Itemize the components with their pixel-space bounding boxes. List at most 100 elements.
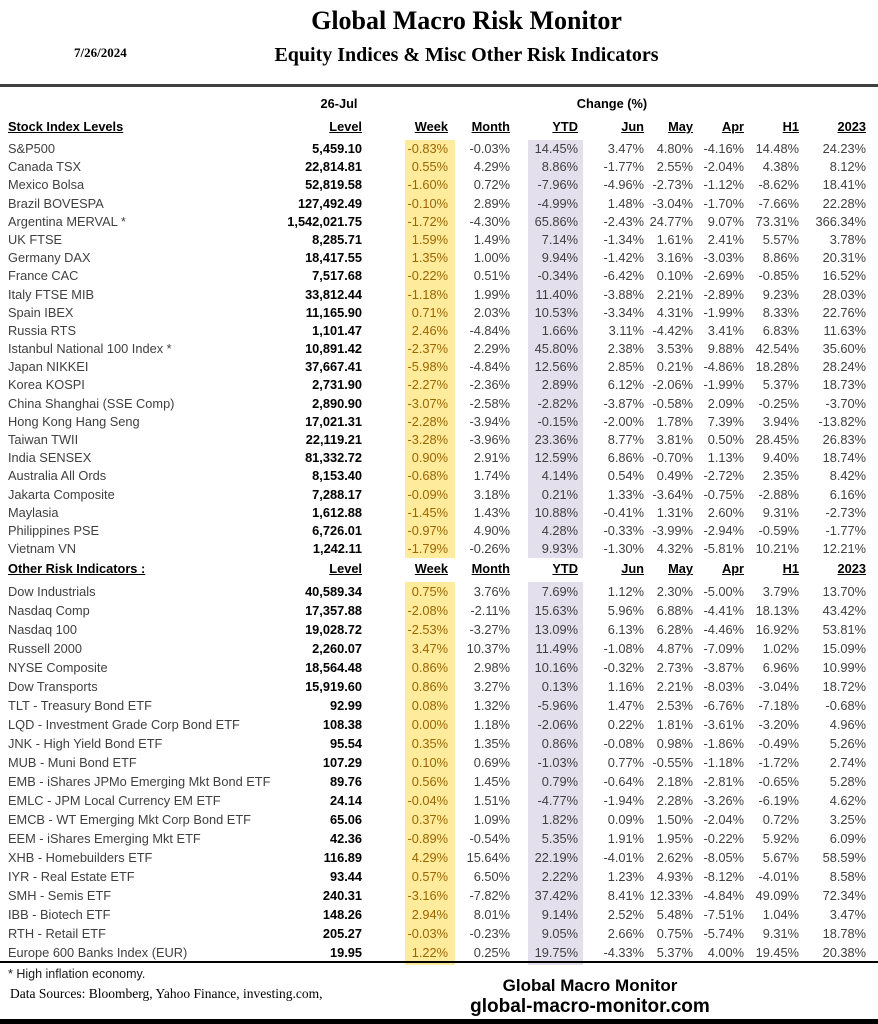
month-change: 4.90%	[473, 522, 510, 538]
week-change: 2.94%	[405, 905, 455, 925]
apr-change: -5.81%	[703, 541, 744, 557]
week-change: -0.04%	[405, 791, 455, 811]
may-change: -0.58%	[652, 395, 693, 411]
may-change: 4.87%	[656, 641, 693, 657]
y2023-change: 35.60%	[822, 341, 866, 357]
h1-change: -1.72%	[758, 755, 799, 771]
week-change: -1.72%	[405, 212, 455, 231]
month-change: 2.91%	[473, 450, 510, 466]
table-row: Hong Kong Hang Seng 17,021.31 -2.28% -3.94%…	[0, 412, 878, 431]
index-name: EMB - iShares JPMo Emerging Mkt Bond ETF	[8, 774, 271, 790]
index-name: TLT - Treasury Bond ETF	[8, 698, 152, 714]
table-prehead-row: 26-Jul Change (%)	[0, 92, 878, 116]
column-header-2023: 2023	[837, 561, 866, 577]
month-change: 8.01%	[473, 907, 510, 923]
column-header-level: Level	[329, 561, 362, 577]
h1-change: -3.04%	[758, 679, 799, 695]
ytd-change: -0.15%	[528, 412, 583, 431]
ytd-change: -7.96%	[528, 176, 583, 195]
index-name: EEM - iShares Emerging Mkt ETF	[8, 831, 201, 847]
ytd-change: 4.28%	[528, 521, 583, 541]
brand-block: Global Macro Monitor global-macro-monito…	[440, 976, 740, 1018]
index-name: S&P500	[8, 141, 55, 156]
may-change: 2.28%	[656, 793, 693, 809]
table-row: S&P500 5,459.10 -0.83% -0.03% 14.45% 3.47% 4.8…	[0, 140, 878, 159]
week-change: 0.57%	[405, 867, 455, 887]
level-value: 1,542,021.75	[287, 213, 362, 229]
may-change: 4.31%	[656, 304, 693, 320]
week-change: 1.35%	[405, 249, 455, 268]
week-change: -1.18%	[405, 285, 455, 304]
level-value: 65.06	[329, 812, 362, 828]
column-header-may: May	[668, 561, 693, 577]
week-change: -0.09%	[405, 485, 455, 504]
y2023-change: 22.28%	[822, 195, 866, 211]
may-change: 0.98%	[656, 736, 693, 752]
apr-change: -8.03%	[703, 679, 744, 695]
level-value: 19,028.72	[305, 622, 362, 638]
apr-change: 2.09%	[707, 395, 744, 411]
level-value: 95.54	[329, 736, 362, 752]
ytd-change: 0.86%	[528, 734, 583, 754]
jun-change: 0.22%	[607, 717, 644, 733]
week-change: -1.45%	[405, 503, 455, 522]
level-date-header: 26-Jul	[320, 96, 358, 111]
level-value: 40,589.34	[305, 584, 362, 600]
table-row: India SENSEX 81,332.72 0.90% 2.91% 12.59% 6.8…	[0, 449, 878, 468]
level-value: 8,285.71	[312, 231, 362, 247]
level-value: 240.31	[322, 888, 362, 904]
may-change: 2.55%	[656, 159, 693, 175]
may-change: 1.81%	[656, 717, 693, 733]
table-row: Spain IBEX 11,165.90 0.71% 2.03% 10.53% -3.34…	[0, 303, 878, 322]
jun-change: 1.16%	[607, 679, 644, 695]
month-change: -4.84%	[469, 322, 510, 338]
jun-change: 1.12%	[607, 584, 644, 600]
index-name: RTH - Retail ETF	[8, 926, 106, 942]
index-name: EMLC - JPM Local Currency EM ETF	[8, 793, 221, 809]
week-change: 0.00%	[405, 715, 455, 735]
column-header-level: Level	[329, 119, 362, 134]
week-change: -2.37%	[405, 340, 455, 359]
h1-change: -6.19%	[758, 793, 799, 809]
ytd-change: 8.86%	[528, 158, 583, 177]
table-row: NYSE Composite 18,564.48 0.86% 2.98% 10.16% -…	[0, 658, 878, 678]
data-sources: Data Sources: Bloomberg, Yahoo Finance, …	[10, 986, 323, 1001]
may-change: 3.53%	[656, 341, 693, 357]
jun-change: 1.91%	[607, 831, 644, 847]
y2023-change: 366.34%	[815, 213, 866, 229]
y2023-change: 12.21%	[822, 541, 866, 557]
may-change: 2.18%	[656, 774, 693, 790]
ytd-change: 14.45%	[528, 140, 583, 159]
month-change: 1.18%	[473, 717, 510, 733]
week-change: 0.71%	[405, 303, 455, 322]
month-change: 3.27%	[473, 679, 510, 695]
jun-change: 5.96%	[607, 603, 644, 619]
table-row: China Shanghai (SSE Comp) 2,890.90 -3.07% -…	[0, 394, 878, 413]
y2023-change: 11.63%	[823, 322, 866, 338]
apr-change: 1.13%	[707, 450, 744, 466]
index-name: Canada TSX	[8, 159, 82, 175]
may-change: -4.42%	[652, 322, 693, 338]
ytd-change: 2.22%	[528, 867, 583, 887]
ytd-change: 11.49%	[528, 639, 583, 659]
apr-change: -2.04%	[703, 812, 744, 828]
ytd-change: 0.21%	[528, 485, 583, 504]
h1-change: 6.96%	[762, 660, 799, 676]
ytd-change: 2.89%	[528, 376, 583, 395]
may-change: -2.73%	[652, 177, 693, 193]
apr-change: -1.70%	[703, 195, 744, 211]
may-change: -3.99%	[652, 522, 693, 538]
apr-change: -7.09%	[703, 641, 744, 657]
month-change: 1.49%	[473, 231, 510, 247]
apr-change: -2.94%	[703, 522, 744, 538]
jun-change: -3.88%	[603, 286, 644, 302]
y2023-change: 2.74%	[829, 755, 866, 771]
week-change: -0.22%	[405, 267, 455, 286]
apr-change: -8.12%	[703, 869, 744, 885]
ytd-change: 37.42%	[528, 886, 583, 906]
index-name: France CAC	[8, 268, 79, 284]
h1-change: -0.59%	[758, 522, 799, 538]
y2023-change: -2.73%	[825, 504, 866, 520]
apr-change: -4.16%	[703, 141, 744, 156]
ytd-change: 4.14%	[528, 467, 583, 486]
